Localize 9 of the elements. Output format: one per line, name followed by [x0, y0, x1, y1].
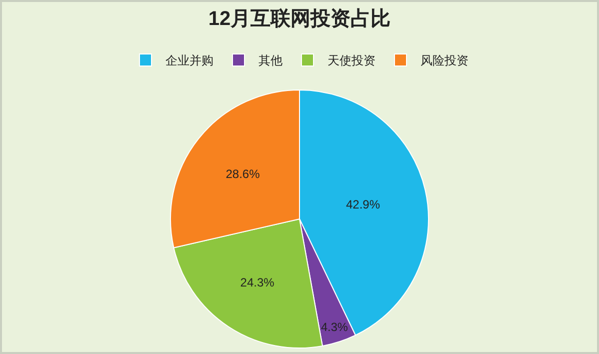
data-label: 42.9% — [346, 197, 380, 212]
legend-label: 风险投资 — [420, 54, 468, 68]
legend-label: 天使投资 — [328, 54, 376, 68]
chart-title: 12月互联网投资占比 — [208, 8, 391, 30]
legend-label: 企业并购 — [166, 54, 214, 68]
data-label: 24.3% — [240, 276, 275, 290]
data-label: 4.3% — [320, 320, 348, 334]
data-label: 28.6% — [226, 166, 260, 181]
legend-label: 其他 — [258, 54, 282, 68]
